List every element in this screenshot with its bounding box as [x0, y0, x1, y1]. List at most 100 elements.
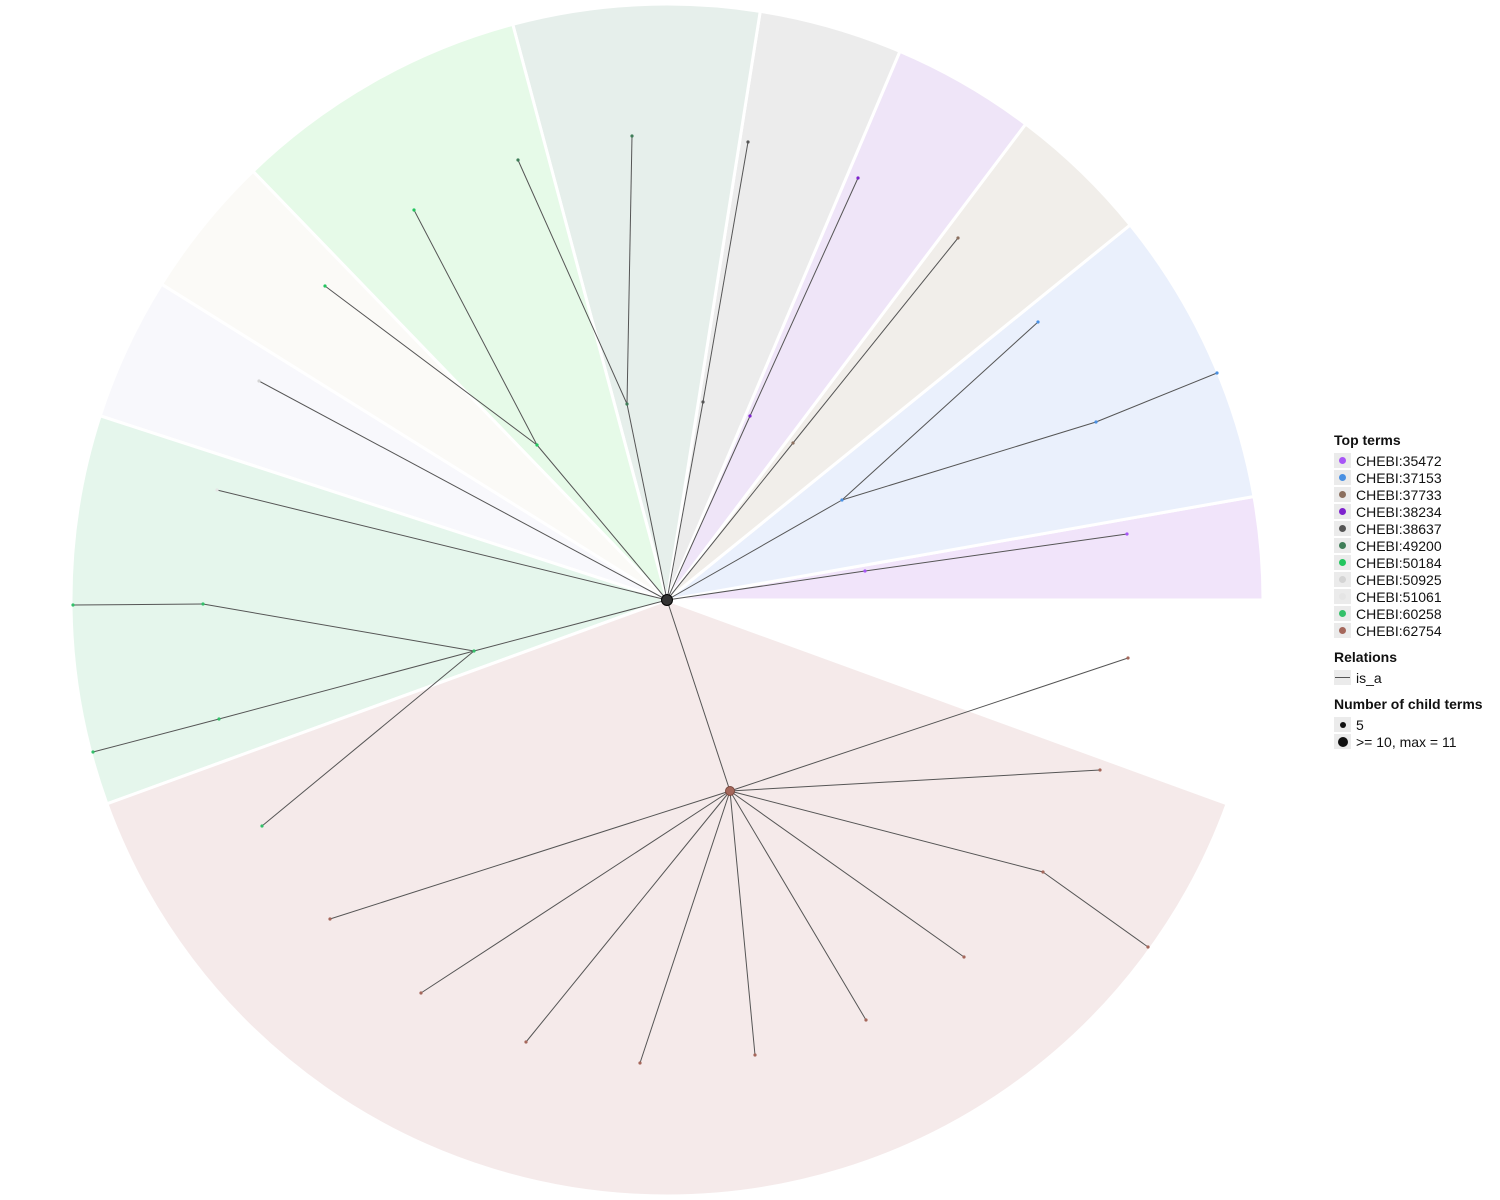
- is-a-edge: [216, 489, 668, 601]
- is-a-edge: [536, 444, 668, 601]
- top-term-label: CHEBI:50184: [1356, 554, 1442, 571]
- color-dot-icon: [1334, 504, 1351, 519]
- is-a-edge: [626, 135, 633, 405]
- term-sectors: [69, 2, 1265, 1198]
- top-term-item: CHEBI:50184: [1334, 554, 1500, 571]
- child-terms-label: >= 10, max = 11: [1356, 733, 1457, 750]
- is-a-edge: [841, 421, 1097, 501]
- term-sector: [661, 222, 1256, 603]
- term-node: [638, 1061, 642, 1065]
- relation-label: is_a: [1356, 669, 1382, 686]
- is-a-edge: [218, 650, 475, 720]
- is-a-edge: [729, 790, 756, 1056]
- term-node: [535, 443, 539, 447]
- top-term-label: CHEBI:49200: [1356, 537, 1442, 554]
- top-term-item: CHEBI:37733: [1334, 486, 1500, 503]
- relation-item-is-a: is_a: [1334, 669, 1500, 686]
- is-a-edge: [258, 380, 668, 601]
- is-a-edge: [1042, 871, 1149, 948]
- legend-child-terms: Number of child terms 5 >= 10, max = 11: [1334, 696, 1500, 750]
- child-terms-item-large: >= 10, max = 11: [1334, 733, 1500, 750]
- is-a-edge: [666, 401, 704, 601]
- term-node: [630, 134, 634, 138]
- top-term-label: CHEBI:37153: [1356, 469, 1442, 486]
- term-sector: [510, 2, 762, 601]
- legend-top-terms: Top terms CHEBI:35472 CHEBI:37153 CHEBI:37…: [1334, 432, 1500, 639]
- term-node: [323, 284, 327, 288]
- color-dot-icon: [1334, 453, 1351, 468]
- top-term-label: CHEBI:38234: [1356, 503, 1442, 520]
- legend-child-terms-title: Number of child terms: [1334, 696, 1483, 712]
- term-node: [1146, 945, 1150, 949]
- line-swatch-icon: [1334, 670, 1351, 685]
- term-node: [257, 379, 261, 383]
- term-node: [516, 158, 520, 162]
- top-term-item: CHEBI:35472: [1334, 452, 1500, 469]
- top-term-item: CHEBI:50925: [1334, 571, 1500, 588]
- term-node: [863, 569, 867, 573]
- color-dot-icon: [1334, 572, 1351, 587]
- top-term-label: CHEBI:60258: [1356, 605, 1442, 622]
- color-dot-icon: [1334, 555, 1351, 570]
- is-a-edge: [666, 442, 794, 601]
- term-nodes: [71, 134, 1219, 1065]
- term-node: [419, 991, 423, 995]
- term-node: [1036, 320, 1040, 324]
- is-a-edge: [749, 177, 859, 417]
- top-term-label: CHEBI:62754: [1356, 622, 1442, 639]
- term-node: [412, 208, 416, 212]
- term-sector: [105, 598, 1229, 1198]
- is-a-edge: [413, 209, 538, 446]
- legend: Top terms CHEBI:35472 CHEBI:37153 CHEBI:37…: [1334, 432, 1500, 760]
- color-dot-icon: [1334, 538, 1351, 553]
- legend-relations-title: Relations: [1334, 649, 1398, 665]
- is-a-edge: [324, 285, 538, 446]
- is-a-edge: [729, 790, 1044, 873]
- is-a-edge: [666, 415, 751, 601]
- is-a-edge: [1095, 372, 1218, 423]
- child-terms-item-small: 5: [1334, 716, 1500, 733]
- top-term-item: CHEBI:38234: [1334, 503, 1500, 520]
- term-node: [864, 1018, 868, 1022]
- large-dot-icon: [1334, 734, 1351, 749]
- term-node: [71, 603, 75, 607]
- top-term-item: CHEBI:60258: [1334, 605, 1500, 622]
- term-node: [962, 955, 966, 959]
- term-node: [840, 498, 844, 502]
- term-node: [201, 602, 205, 606]
- is-a-edge: [525, 790, 731, 1043]
- top-term-item: CHEBI:49200: [1334, 537, 1500, 554]
- term-node: [260, 824, 264, 828]
- term-sector: [69, 413, 672, 806]
- is-a-edge: [202, 603, 475, 652]
- term-node: [524, 1040, 528, 1044]
- is-a-edge: [702, 141, 749, 403]
- is-a-edge: [517, 159, 628, 405]
- top-term-item: CHEBI:51061: [1334, 588, 1500, 605]
- legend-top-terms-title: Top terms: [1334, 432, 1401, 448]
- is-a-edge: [626, 403, 668, 601]
- term-node: [701, 400, 705, 404]
- is-a-edge: [329, 790, 731, 920]
- top-term-label: CHEBI:50925: [1356, 571, 1442, 588]
- is-a-edge: [729, 769, 1101, 792]
- term-node: [625, 402, 629, 406]
- legend-relations: Relations is_a: [1334, 649, 1500, 686]
- term-node: [328, 917, 332, 921]
- top-terms-list: CHEBI:35472 CHEBI:37153 CHEBI:37733 CHEBI:3…: [1334, 452, 1500, 639]
- small-dot-icon: [1334, 717, 1351, 732]
- term-node: [791, 441, 795, 445]
- root-node: [661, 594, 673, 606]
- is-a-edge: [792, 237, 959, 444]
- term-node: [1094, 420, 1098, 424]
- is-a-edge: [473, 599, 668, 652]
- color-dot-icon: [1334, 521, 1351, 536]
- is-a-edge: [420, 790, 731, 994]
- term-node: [1126, 656, 1130, 660]
- child-terms-label: 5: [1356, 716, 1364, 733]
- top-term-label: CHEBI:51061: [1356, 588, 1442, 605]
- term-node: [856, 176, 860, 180]
- color-dot-icon: [1334, 470, 1351, 485]
- is-a-edge: [729, 657, 1129, 792]
- is-a-edge: [261, 650, 475, 827]
